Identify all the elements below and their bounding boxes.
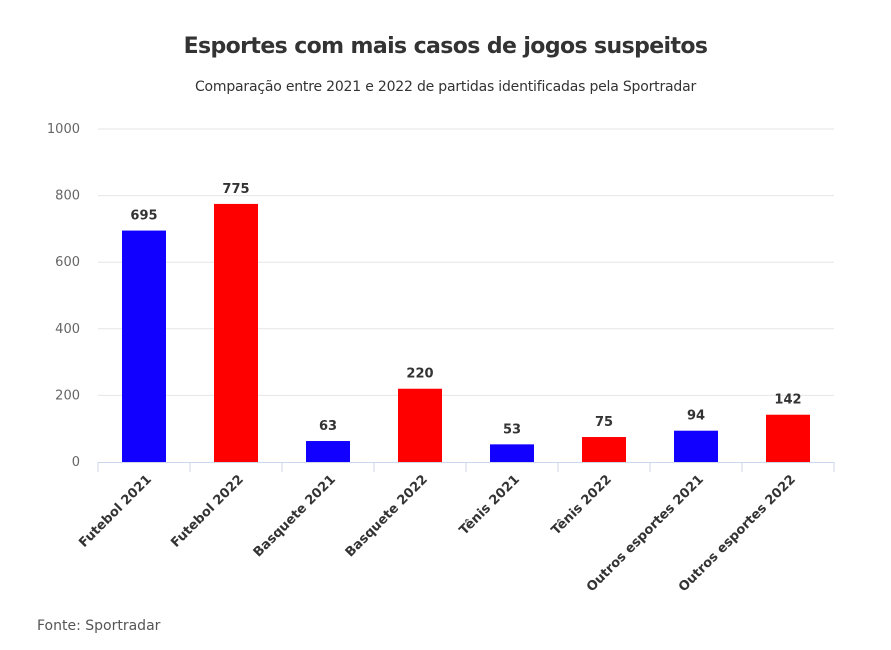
bar — [122, 230, 166, 462]
bar — [490, 444, 534, 462]
data-labels: 695 775 63 220 53 75 94 142 — [130, 182, 801, 437]
chart-title: Esportes com mais casos de jogos suspeit… — [183, 34, 708, 59]
y-tick-label: 0 — [72, 455, 80, 470]
x-tick-label: Tênis 2022 — [549, 472, 615, 538]
data-label: 775 — [222, 182, 249, 197]
data-label: 695 — [130, 209, 157, 224]
bar — [214, 203, 258, 463]
bar — [306, 441, 350, 462]
data-label: 94 — [687, 409, 705, 424]
bar — [398, 388, 442, 462]
source-note: Fonte: Sportradar — [37, 618, 161, 634]
data-label: 220 — [406, 367, 433, 382]
data-label: 142 — [774, 393, 801, 408]
x-axis — [97, 462, 835, 472]
x-axis-labels: Futebol 2021 Futebol 2022 Basquete 2021 Bas… — [76, 472, 798, 595]
y-axis-ticks: 0 200 400 600 800 1000 — [47, 122, 80, 470]
y-tick-label: 1000 — [47, 122, 80, 137]
data-label: 75 — [595, 415, 613, 430]
bar — [674, 430, 718, 462]
x-tick-label: Tênis 2021 — [457, 472, 523, 538]
chart-subtitle: Comparação entre 2021 e 2022 de partidas… — [194, 79, 697, 95]
y-tick-label: 200 — [55, 388, 80, 403]
x-tick-label: Basquete 2021 — [251, 472, 339, 560]
bars — [122, 203, 810, 463]
y-tick-label: 600 — [55, 255, 80, 270]
x-tick-label: Basquete 2022 — [343, 472, 431, 560]
y-tick-label: 400 — [55, 322, 80, 337]
data-label: 63 — [319, 419, 337, 434]
gridlines — [98, 128, 834, 396]
bar — [766, 414, 810, 462]
y-tick-label: 800 — [55, 189, 80, 204]
x-tick-label: Futebol 2021 — [76, 472, 154, 550]
x-tick-label: Futebol 2022 — [168, 472, 246, 550]
data-label: 53 — [503, 422, 521, 437]
bar — [582, 437, 626, 462]
